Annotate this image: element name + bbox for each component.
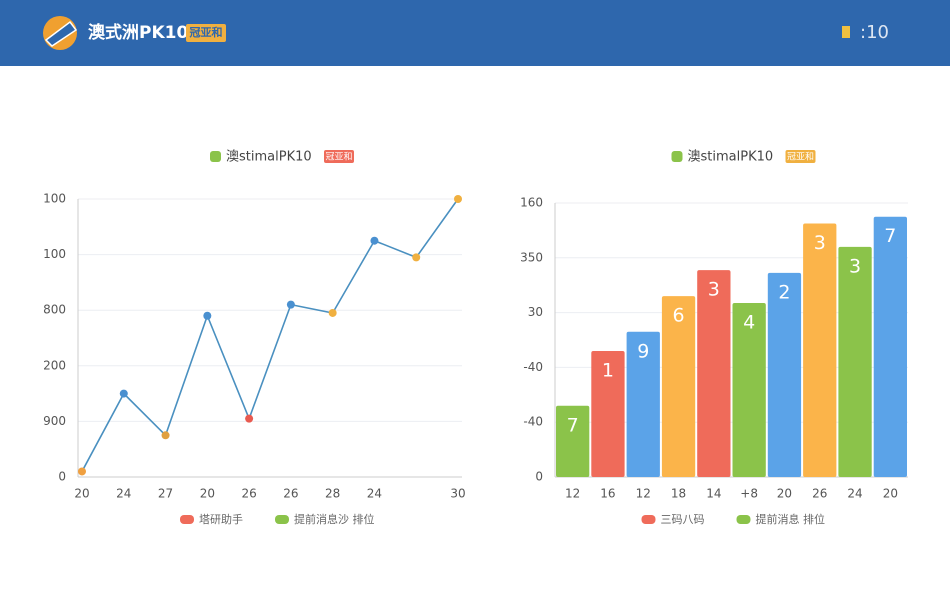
- x-tick-label: 24: [116, 487, 131, 501]
- x-tick-label: 26: [283, 487, 298, 501]
- header-time: :10: [860, 22, 889, 43]
- x-tick-label: 12: [636, 487, 651, 501]
- bar: [803, 223, 837, 477]
- x-tick-label: 14: [706, 487, 721, 501]
- x-tick-label: 20: [883, 487, 898, 501]
- bar-text: 2: [778, 281, 790, 303]
- bar: [661, 296, 696, 477]
- time-icon: [842, 26, 850, 38]
- bar-text: 3: [814, 232, 826, 254]
- bar: [591, 350, 625, 477]
- y-tick-label: 200: [43, 358, 66, 372]
- y-tick-label: 350: [520, 250, 543, 264]
- legend-swatch: [275, 515, 289, 524]
- legend-label: 三码八码: [661, 513, 705, 526]
- legend-swatch: [671, 151, 683, 162]
- point: [370, 236, 379, 245]
- x-tick-label: 18: [671, 487, 686, 501]
- x-tick-label: 24: [847, 487, 862, 501]
- legend-label: 提前消息沙 排位: [294, 512, 375, 526]
- y-tick-label: 100: [43, 247, 66, 261]
- bar: [556, 405, 590, 477]
- x-tick-label: 26: [241, 487, 256, 501]
- x-tick-label: 20: [74, 487, 89, 501]
- legend-swatch: [641, 515, 656, 524]
- bar-text: 4: [743, 312, 755, 334]
- x-tick-label: 20: [777, 487, 792, 501]
- x-tick-label: 27: [158, 487, 173, 501]
- bar: [767, 272, 802, 477]
- legend-label: 澳stimalPK10: [688, 149, 774, 165]
- y-tick-label: 30: [528, 305, 543, 319]
- point: [119, 389, 128, 398]
- header-badge-bg: [186, 24, 226, 42]
- header-bar: [0, 0, 950, 66]
- legend-badge: 冠亚和: [787, 152, 814, 163]
- y-tick-label: 0: [58, 470, 66, 484]
- x-tick-label: +8: [740, 487, 758, 501]
- legend-swatch: [210, 151, 221, 162]
- header-title: 澳式洲PK10: [88, 22, 188, 43]
- legend-badge-bg: [785, 150, 816, 163]
- bar: [873, 216, 907, 477]
- legend-swatch: [180, 515, 194, 524]
- point: [454, 195, 462, 203]
- legend-label: 塔研助手: [199, 512, 243, 526]
- x-tick-label: 20: [200, 487, 215, 501]
- bar-text: 1: [602, 359, 614, 381]
- x-tick-label: 12: [565, 487, 580, 501]
- bar-text: 6: [673, 305, 685, 327]
- bar-text: 7: [884, 225, 896, 247]
- y-tick-label: 900: [43, 414, 66, 428]
- header-badge: 冠亚和: [190, 25, 223, 39]
- y-tick-label: 800: [43, 303, 66, 317]
- x-tick-label: 24: [367, 487, 382, 501]
- x-tick-label: 16: [600, 487, 615, 501]
- bar: [697, 270, 731, 477]
- legend-badge-bg: [324, 150, 354, 163]
- x-tick-label: 28: [325, 487, 340, 501]
- bar: [626, 331, 660, 477]
- y-tick-label: -40: [523, 415, 543, 429]
- y-tick-label: 100: [43, 192, 66, 206]
- legend-label: 澳stimalPK10: [226, 149, 312, 165]
- point: [161, 431, 170, 440]
- bar-text: 3: [849, 255, 861, 277]
- legend-badge: 冠亚和: [325, 152, 352, 163]
- bar-text: 7: [567, 414, 579, 436]
- point: [328, 308, 337, 317]
- line: [81, 198, 459, 472]
- point: [78, 467, 86, 476]
- bar-text: 3: [708, 279, 720, 301]
- legend-label: 提前消息 排位: [756, 512, 826, 526]
- x-tick-label: 26: [812, 487, 827, 501]
- point: [203, 311, 212, 320]
- y-tick-label: 0: [535, 470, 543, 484]
- legend-swatch: [736, 515, 751, 524]
- bar: [838, 246, 872, 477]
- logo: [43, 16, 78, 50]
- y-tick-label: -40: [523, 360, 543, 374]
- y-tick-label: 160: [520, 196, 543, 210]
- point: [286, 300, 295, 309]
- bar: [732, 303, 766, 477]
- bar-text: 9: [637, 340, 649, 362]
- point: [245, 414, 254, 423]
- x-tick-label: 30: [450, 487, 465, 501]
- point: [412, 253, 421, 262]
